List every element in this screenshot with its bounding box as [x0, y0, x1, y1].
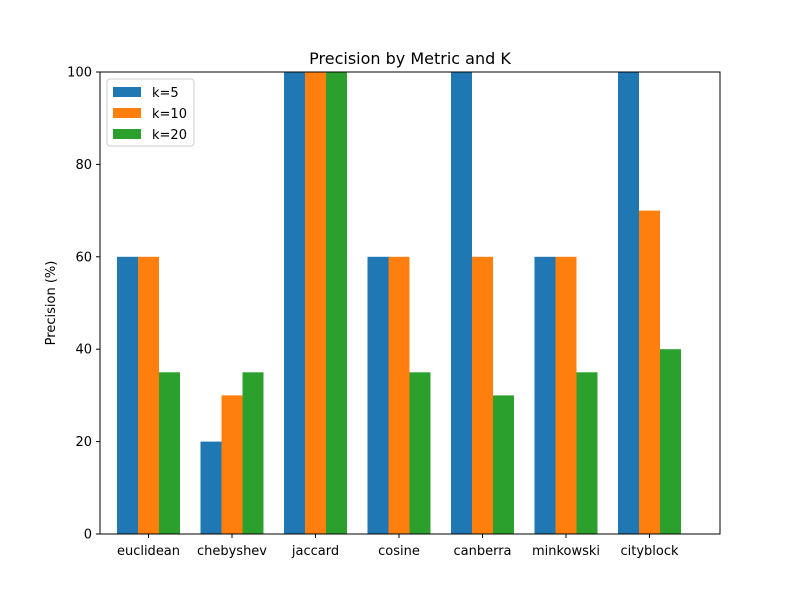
axes-frame — [99, 71, 721, 535]
y-tick-label: 60 — [75, 250, 92, 265]
y-tick-label: 100 — [67, 66, 92, 81]
x-tick-label: cityblock — [620, 544, 679, 559]
x-tick-label: cosine — [378, 544, 420, 559]
legend-swatch-k20 — [113, 129, 141, 139]
legend-label-k10: k=10 — [152, 107, 187, 122]
bar-cityblock-k5 — [618, 72, 639, 534]
plot-area: euclidean chebyshev jaccard cosine canberra m… — [67, 66, 681, 559]
y-tick-label: 20 — [75, 435, 92, 450]
legend-label-k5: k=5 — [152, 86, 179, 101]
x-tick-label: euclidean — [117, 544, 180, 559]
bar-cosine-k20 — [409, 372, 431, 534]
bar-cosine-k5 — [367, 256, 389, 534]
legend-swatch-k5 — [113, 87, 141, 97]
bar-canberra-k5 — [451, 72, 472, 534]
bar-euclidean-k5 — [117, 256, 138, 534]
bar-canberra-k20 — [493, 395, 514, 534]
chart-title: Precision by Metric and K — [309, 49, 511, 68]
y-tick-label: 40 — [75, 343, 92, 358]
bar-minkowski-k10 — [555, 256, 577, 534]
legend-swatch-k10 — [113, 108, 141, 118]
bar-cityblock-k20 — [660, 349, 681, 534]
y-tick-label: 80 — [75, 158, 92, 173]
bar-chebyshev-k10 — [221, 395, 243, 534]
bar-chebyshev-k5 — [200, 441, 222, 534]
bar-euclidean-k10 — [138, 256, 159, 534]
bar-euclidean-k20 — [159, 372, 180, 534]
bar-minkowski-k20 — [576, 372, 598, 534]
legend: k=5 k=10 k=20 — [106, 78, 195, 147]
y-axis-label: Precision (%) — [44, 261, 59, 346]
x-tick-label: jaccard — [291, 544, 339, 559]
bar-minkowski-k5 — [534, 256, 556, 534]
y-tick-label: 0 — [84, 528, 92, 543]
bar-chebyshev-k20 — [242, 372, 264, 534]
bar-canberra-k10 — [472, 256, 493, 534]
bar-jaccard-k10 — [305, 72, 326, 534]
x-tick-label: chebyshev — [197, 544, 267, 559]
x-tick-label: canberra — [453, 544, 511, 559]
bar-cityblock-k10 — [639, 210, 660, 534]
legend-label-k20: k=20 — [152, 128, 187, 143]
x-tick-label: minkowski — [532, 544, 600, 559]
bar-jaccard-k5 — [284, 72, 305, 534]
bar-jaccard-k20 — [326, 72, 347, 534]
bar-cosine-k10 — [388, 256, 410, 534]
